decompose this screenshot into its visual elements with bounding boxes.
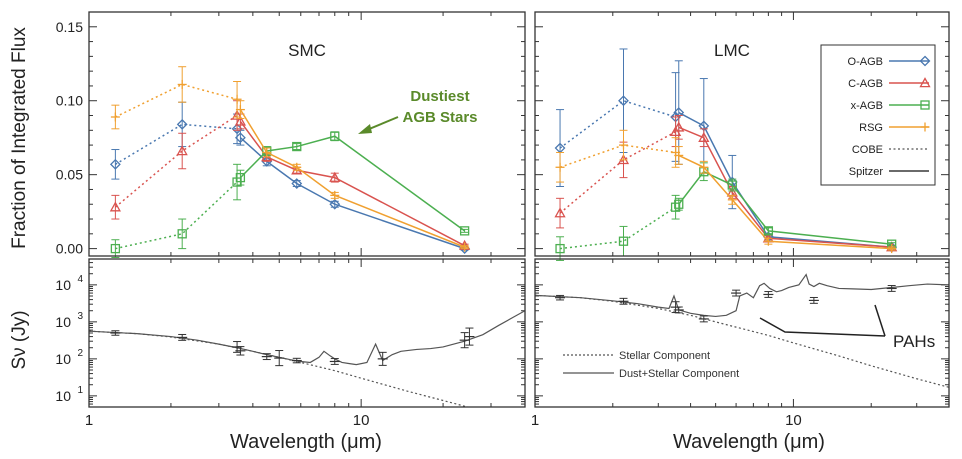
smc-flux-panel: 0.00 0.05 0.10 0.15 SMC [56, 11, 526, 258]
legend-items: O-AGB C-AGB x-AGB RSG COBE Spitzer [848, 55, 931, 178]
legend-label-x-agb: x-AGB [851, 100, 883, 112]
smc-sed-ytick-exponent: 3 [77, 311, 83, 322]
lmc-sed-xtick-label: 10 [785, 412, 802, 429]
smc-data-point [261, 155, 273, 167]
lmc-sed-frame [534, 258, 950, 408]
smc-sed-ytick-label: 10 [55, 351, 71, 367]
legend-marker-c-agb [919, 77, 931, 88]
lmc-flux-frame [534, 11, 950, 257]
legend-label-o-agb: O-AGB [848, 56, 883, 68]
legend-marker-o-agb [919, 55, 931, 67]
pahs-label: PAHs [893, 332, 935, 351]
lmc-data-point [618, 95, 629, 107]
smc-data-point [234, 132, 246, 144]
lmc-sed-xtick-label: 1 [531, 412, 539, 429]
lmc-o-agb-cobe-line [559, 99, 676, 149]
top-y-axis-title: Fraction of Integrated Flux [9, 27, 30, 249]
dustiest-label-line1: Dustiest [410, 88, 469, 105]
smc-data-point [176, 118, 188, 130]
legend-label-cobe: COBE [852, 144, 883, 156]
smc-data-point [235, 172, 246, 183]
lmc-data-point [763, 226, 774, 236]
smc-c-agb-cobe-line [114, 114, 238, 208]
smc-sed-ytick-exponent: 1 [77, 385, 83, 396]
smc-rsg-cobe-line [115, 83, 238, 118]
smc-data-point [234, 115, 247, 126]
smc-o-agb-spitzer-line [239, 137, 465, 250]
lmc-flux-panel: LMC [534, 11, 950, 261]
smc-ytick-label: 0.10 [56, 93, 83, 109]
smc-data-point [109, 158, 121, 170]
legend-label-c-agb: C-AGB [848, 78, 883, 90]
smc-data-point [329, 198, 341, 210]
lmc-sed-plot-area [535, 273, 949, 388]
lmc-panel-title: LMC [714, 41, 750, 60]
smc-sed-ytick-label: 10 [55, 388, 71, 404]
smc-data-point [459, 226, 470, 236]
lmc-data-point [674, 199, 684, 209]
smc-ytick-label: 0.05 [56, 167, 83, 183]
smc-data-point [292, 141, 302, 152]
lmc-series-rsg [555, 129, 897, 254]
lmc-data-point [555, 243, 565, 254]
smc-sed-ytick-exponent: 2 [77, 348, 83, 359]
smc-series-rsg [110, 66, 470, 252]
lmc-data-point [673, 121, 685, 132]
legend-label-rsg: RSG [859, 122, 883, 134]
smc-sed-plot-area [89, 310, 525, 407]
smc-data-point [231, 109, 243, 120]
smc-flux-frame [88, 11, 526, 257]
smc-sed-ytick-label: 10 [55, 314, 71, 330]
smc-o-agb-cobe-line [114, 123, 238, 165]
smc-series-x-agb [110, 131, 470, 258]
lmc-x-agb-cobe-line [559, 206, 677, 250]
lmc-x-axis-title: Wavelength (μm) [673, 431, 825, 453]
pahs-pointer-2 [874, 304, 886, 337]
lmc-data-point [618, 236, 629, 246]
smc-x-axis-title: Wavelength (μm) [230, 431, 382, 453]
dustiest-arrow-head [358, 124, 372, 134]
annotations: Dustiest AGB Stars PAHs Stellar Componen… [358, 88, 935, 380]
stellar-component-label: Stellar Component [619, 350, 710, 362]
pahs-pointer-1 [759, 317, 886, 337]
smc-x-agb-cobe-line [115, 181, 238, 250]
legend: O-AGB C-AGB x-AGB RSG COBE Spitzer [820, 44, 936, 186]
smc-ytick-label: 0.00 [56, 241, 83, 257]
dustiest-label-line2: AGB Stars [402, 109, 477, 126]
smc-data-point [110, 243, 121, 254]
smc-x-agb-spitzer-line [239, 135, 466, 232]
smc-sed-ytick-exponent: 4 [77, 274, 83, 285]
smc-sed-panel: 10 1 10 2 10 3 10 4 1 10 [55, 258, 526, 429]
legend-marker-x-agb [920, 100, 930, 110]
smc-ytick-label: 0.15 [56, 19, 83, 35]
smc-sed-ytick-label: 10 [55, 277, 71, 293]
smc-data-point [109, 201, 121, 212]
smc-sed-xtick-label: 10 [353, 412, 370, 429]
smc-data-point [177, 229, 187, 239]
smc-data-point [291, 178, 303, 189]
bottom-y-axis-title: Sν (Jy) [9, 310, 30, 369]
smc-panel-title: SMC [288, 41, 326, 60]
lmc-data-point [727, 180, 737, 190]
legend-label-spitzer: Spitzer [849, 166, 884, 178]
lmc-sed-panel: 1 10 [531, 258, 950, 429]
smc-sed-frame [88, 258, 526, 408]
smc-sed-xtick-label: 1 [85, 412, 93, 429]
smc-c-agb-spitzer-line [239, 120, 465, 247]
lmc-c-agb-cobe-line [559, 131, 676, 214]
smc-sed-stellar-component-line [89, 330, 470, 407]
smc-sed-dust-stellar-line [89, 310, 525, 366]
lmc-data-point [554, 207, 566, 218]
panels: 0.00 0.05 0.10 0.15 SMC LMC 10 1 10 2 10 3 10 4 1 10 1 10 [55, 11, 950, 429]
lmc-sed-dust-stellar-line [535, 273, 949, 318]
dust-stellar-component-label: Dust+Stellar Component [619, 368, 739, 380]
smc-data-point [329, 171, 341, 182]
smc-data-point [330, 131, 340, 141]
lmc-data-point [670, 202, 681, 212]
smc-rsg-spitzer-line [239, 109, 465, 248]
lmc-data-point [698, 131, 710, 142]
smc-data-point [176, 145, 188, 156]
legend-box [820, 44, 936, 186]
